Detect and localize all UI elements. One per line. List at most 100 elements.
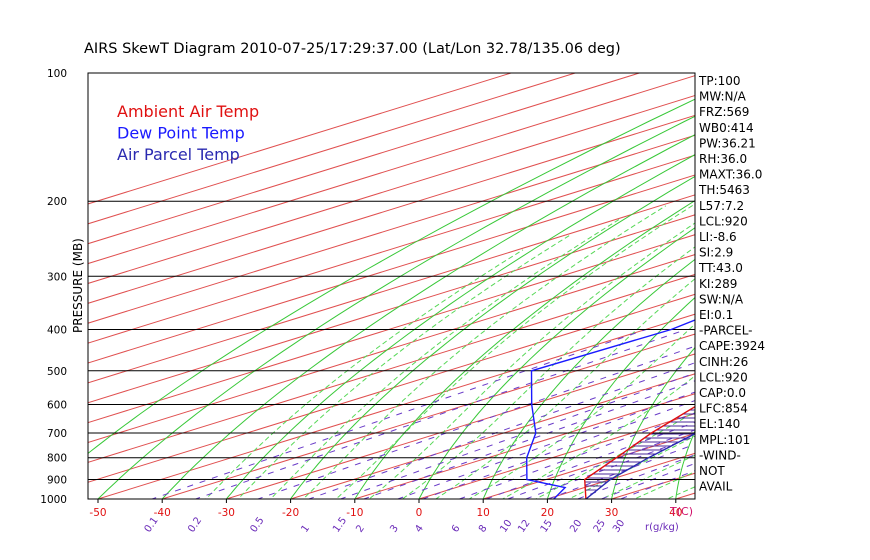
- mixing-ratio-lines: [150, 329, 695, 499]
- index-line: SW:N/A: [699, 292, 744, 306]
- isotherm-line: [290, 373, 695, 499]
- dry-adiabat: [88, 98, 695, 455]
- pressure-tick-label: 900: [47, 475, 67, 487]
- index-line: -PARCEL-: [699, 324, 753, 338]
- index-line: LCL:920: [699, 370, 748, 384]
- isotherm-line: [88, 214, 695, 404]
- mixing-ratio-unit: r(g/kg): [645, 522, 679, 533]
- legend-label: Dew Point Temp: [117, 124, 245, 143]
- dry-adiabat: [225, 154, 695, 499]
- isotherm-line: [88, 234, 695, 424]
- isotherm-line: [354, 393, 695, 499]
- moist-adiabat: [269, 218, 621, 499]
- bottom-tick-label: 10: [477, 507, 490, 519]
- bottom-tick-label: -40: [154, 507, 171, 519]
- mixing-ratio-line: [524, 435, 695, 499]
- moist-adiabat: [368, 222, 695, 499]
- index-line: LI:-8.6: [699, 230, 737, 244]
- moist-adiabat: [501, 375, 695, 499]
- index-line: -WIND-: [699, 448, 741, 462]
- mixing-ratio-line: [619, 470, 695, 499]
- dry-adiabat: [675, 429, 695, 499]
- mixing-ratio-label: 2: [354, 523, 367, 535]
- index-line: CAPE:3924: [699, 339, 765, 353]
- isotherm-line: [88, 73, 576, 225]
- moist-adiabat: [468, 323, 695, 499]
- index-line: RH:36.0: [699, 152, 747, 166]
- isotherm-line: [88, 95, 695, 284]
- moist-adiabat: [237, 234, 571, 499]
- mixing-ratio-label: 1: [299, 523, 312, 535]
- index-line: CINH:26: [699, 355, 748, 369]
- pressure-tick-label: 500: [47, 366, 67, 378]
- mixing-ratio-label: 4: [413, 523, 426, 535]
- bottom-tick-label: -30: [218, 507, 235, 519]
- chart-title: AIRS SkewT Diagram 2010-07-25/17:29:37.0…: [84, 41, 621, 57]
- isotherm-line: [88, 174, 695, 364]
- bottom-tick-label: -50: [89, 507, 106, 519]
- dry-adiabat: [482, 258, 695, 499]
- index-line: FRZ:569: [699, 105, 749, 119]
- mixing-ratio-line: [599, 462, 695, 499]
- series-line: [583, 405, 695, 499]
- index-line: TP:100: [698, 74, 741, 88]
- isotherm-line: [418, 413, 695, 499]
- moist-adiabat: [302, 205, 667, 499]
- pressure-tick-label: 1000: [40, 494, 67, 506]
- index-line: NOT: [699, 464, 725, 478]
- index-line: EI:0.1: [699, 308, 733, 322]
- bottom-tick-label: 20: [541, 507, 554, 519]
- moist-adiabat: [534, 411, 695, 499]
- isotherm-line: [88, 194, 695, 384]
- mixing-ratio-line: [194, 329, 687, 499]
- isotherm-line: [88, 273, 695, 463]
- index-line: LFC:854: [699, 402, 748, 416]
- index-line: L57:7.2: [699, 199, 744, 213]
- isotherm-line: [226, 353, 695, 499]
- bottom-temperature-ticks: -50 -40 -30 -20 -10 0 10 20 30 40: [89, 499, 682, 519]
- chart-legend: Ambient Air Temp Dew Point Temp Air Parcel…: [117, 102, 259, 164]
- isotherm-line: [88, 293, 695, 483]
- index-line: KI:289: [699, 277, 737, 291]
- dry-adiabat: [161, 134, 695, 499]
- index-line: MW:N/A: [699, 90, 747, 104]
- dry-adiabat: [354, 199, 695, 499]
- dry-adiabat: [97, 115, 695, 499]
- mixing-ratio-line: [421, 400, 695, 499]
- bottom-tick-label: 0: [416, 507, 423, 519]
- bottom-tick-label: -20: [282, 507, 299, 519]
- index-line: EL:140: [699, 417, 740, 431]
- index-line: TT:43.0: [698, 261, 743, 275]
- moist-adiabat: [633, 471, 695, 499]
- bottom-tick-label: 40: [669, 507, 682, 519]
- pressure-tick-label: 100: [47, 68, 67, 80]
- dry-adiabat: [289, 175, 695, 499]
- isotherm-line: [88, 73, 512, 205]
- mixing-ratio-line: [256, 345, 695, 499]
- y-axis-label: PRESSURE (MB): [71, 238, 85, 333]
- mixing-ratio-line: [150, 329, 647, 499]
- index-line: MPL:101: [699, 433, 750, 447]
- mixing-ratio-line: [458, 412, 695, 499]
- index-line: LCL:920: [699, 214, 748, 228]
- legend-label: Ambient Air Temp: [117, 102, 259, 121]
- mixing-ratio-label: 3: [388, 523, 401, 535]
- dry-adiabat: [546, 296, 695, 499]
- pressure-tick-label: 700: [47, 428, 67, 440]
- series-line: [585, 432, 695, 499]
- index-line: PW:36.21: [699, 136, 756, 150]
- cape-hatching: [584, 409, 695, 491]
- isotherm-line: [88, 154, 695, 344]
- moist-adiabat: [434, 278, 695, 499]
- dry-adiabat: [611, 346, 695, 499]
- dry-adiabat: [418, 227, 695, 499]
- profile-series: [525, 319, 695, 499]
- index-line: AVAIL: [699, 480, 733, 494]
- pressure-tick-label: 800: [47, 453, 67, 465]
- series-line: [525, 319, 695, 499]
- pressure-tick-label: 200: [47, 196, 67, 208]
- bottom-tick-label: 30: [605, 507, 618, 519]
